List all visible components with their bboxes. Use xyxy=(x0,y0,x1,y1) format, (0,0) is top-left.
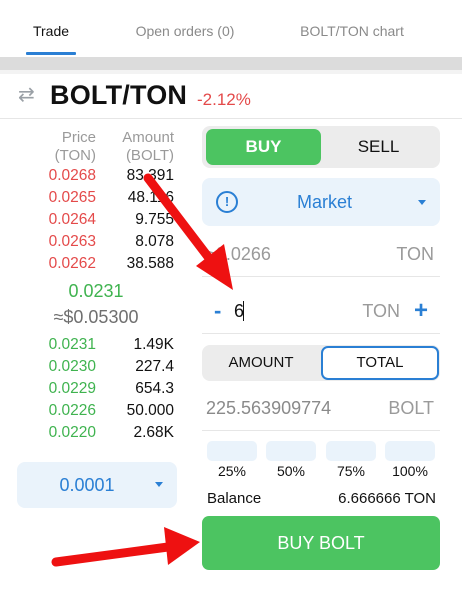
tab-open-orders[interactable]: Open orders (0) xyxy=(135,23,235,39)
chevron-down-icon xyxy=(418,200,426,205)
swap-pair-icon[interactable]: ⇄ xyxy=(18,84,35,106)
bid-row[interactable]: 0.0226 50.000 xyxy=(48,402,174,419)
last-price-usd: ≈$0.05300 xyxy=(53,307,139,327)
percent-label: 100% xyxy=(392,463,428,479)
amount-mode-button[interactable]: AMOUNT xyxy=(228,354,294,371)
bid-row[interactable]: 0.0231 1.49K xyxy=(48,336,174,353)
total-field: 225.563909774 BOLT xyxy=(202,386,440,431)
last-price: 0.0231 xyxy=(68,281,124,301)
pair-title[interactable]: BOLT/TON xyxy=(50,80,188,110)
quantity-unit: TON xyxy=(362,301,400,321)
percent-label: 75% xyxy=(336,463,366,479)
header-divider xyxy=(0,118,462,119)
price-unit: TON xyxy=(396,244,434,264)
percent-label: 25% xyxy=(217,463,247,479)
header-separator xyxy=(0,57,462,70)
ask-row[interactable]: 0.0263 8.078 xyxy=(48,233,174,250)
decrement-button[interactable]: - xyxy=(214,298,222,323)
active-tab-indicator xyxy=(26,52,76,55)
price-step-value: 0.0001 xyxy=(59,475,115,495)
percent-25-button[interactable] xyxy=(207,441,257,461)
increment-button[interactable]: + xyxy=(413,297,428,324)
chevron-down-icon xyxy=(155,482,163,487)
buy-tab-button[interactable]: BUY xyxy=(206,129,321,165)
order-type-value: Market xyxy=(296,192,352,212)
quantity-stepper[interactable]: - 6 TON + xyxy=(202,289,440,334)
arrow-to-buy-button-icon xyxy=(51,527,200,567)
ask-row[interactable]: 0.0265 48.116 xyxy=(48,189,174,206)
bid-row[interactable]: 0.0230 227.4 xyxy=(48,358,174,375)
balance-label: Balance xyxy=(207,490,262,507)
price-column-header: Price (TON) xyxy=(54,129,96,164)
header-separator-shadow xyxy=(0,70,462,74)
sell-tab-button[interactable]: SELL xyxy=(357,137,400,156)
price-field: ≈0.0266 TON xyxy=(202,232,440,277)
bid-row[interactable]: 0.0220 2.68K xyxy=(48,424,174,441)
price-step-select[interactable]: 0.0001 xyxy=(17,462,177,508)
ask-row[interactable]: 0.0264 9.755 xyxy=(48,211,174,228)
pair-change-badge: -2.12% xyxy=(197,90,251,109)
text-cursor xyxy=(243,301,244,321)
ask-row[interactable]: 0.0268 83.391 xyxy=(48,167,174,184)
quantity-input[interactable]: 6 xyxy=(234,301,245,321)
percent-50-button[interactable] xyxy=(266,441,316,461)
total-value: 225.563909774 xyxy=(206,398,332,418)
info-icon[interactable]: ! xyxy=(216,191,238,213)
side-toggle: BUY SELL xyxy=(202,126,440,168)
tab-trade[interactable]: Trade xyxy=(32,23,70,39)
tab-chart[interactable]: BOLT/TON chart xyxy=(300,23,404,39)
total-mode-button[interactable]: TOTAL xyxy=(321,346,439,380)
ask-row[interactable]: 0.0262 38.588 xyxy=(48,255,174,272)
percent-100-button[interactable] xyxy=(385,441,435,461)
balance-value: 6.666666 TON xyxy=(338,490,436,507)
percent-label: 50% xyxy=(276,463,306,479)
price-value: ≈0.0266 xyxy=(206,244,271,264)
amount-total-toggle: AMOUNT TOTAL xyxy=(202,345,440,381)
order-type-select[interactable]: ! Market xyxy=(202,178,440,226)
amount-column-header: Amount (BOLT) xyxy=(122,129,174,164)
total-unit: BOLT xyxy=(388,398,434,418)
buy-bolt-button[interactable]: BUY BOLT xyxy=(202,516,440,570)
percent-75-button[interactable] xyxy=(326,441,376,461)
bid-row[interactable]: 0.0229 654.3 xyxy=(48,380,174,397)
